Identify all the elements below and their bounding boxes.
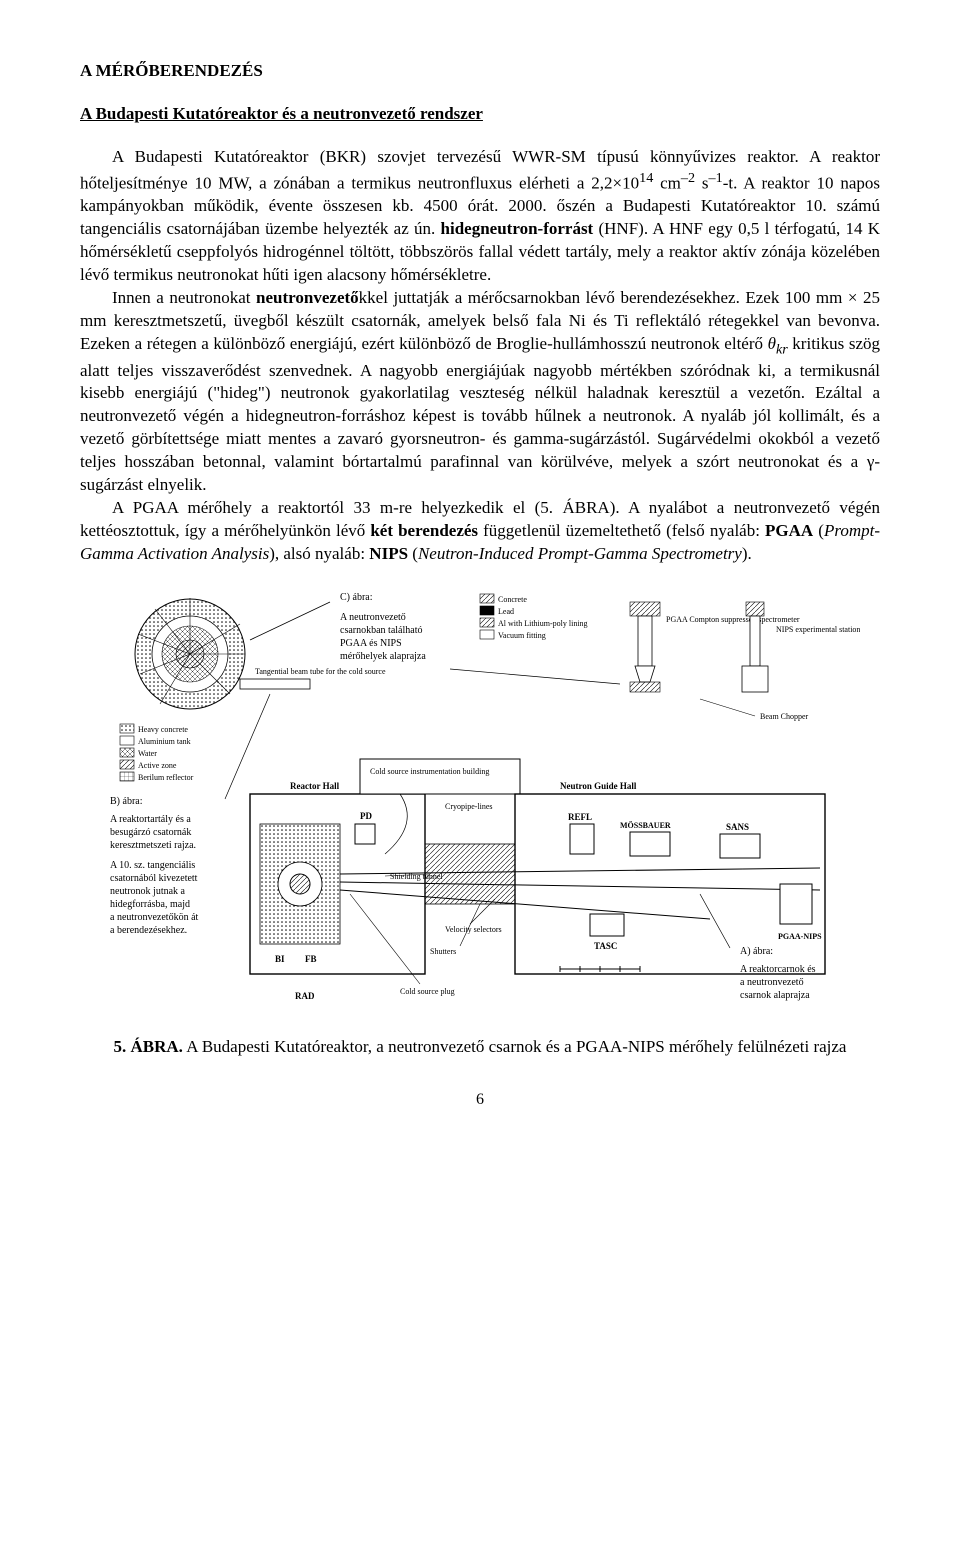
panel-c-line3: PGAA és NIPS xyxy=(340,638,402,649)
label-neutron-hall: Neutron Guide Hall xyxy=(560,781,637,791)
p3-smallcaps1: ÁBRA xyxy=(562,498,609,517)
legend-c: Concrete Lead Al with Lithium-poly lining V… xyxy=(480,594,588,640)
p3-italic2: Neutron-Induced Prompt-Gamma Spectrometr… xyxy=(418,544,742,563)
p1-sup2: –2 xyxy=(681,170,695,186)
page-number: 6 xyxy=(80,1089,880,1111)
p1-bold1: hidegneutron-forrást xyxy=(441,219,594,238)
label-beam-chopper: Beam Chopper xyxy=(760,712,809,721)
panel-a-l2: a neutronvezető xyxy=(740,977,804,988)
panel-b-l1: A reaktortartály és a xyxy=(110,814,191,825)
label-PD: PD xyxy=(360,811,372,821)
label-MOSS: MÖSSBAUER xyxy=(620,821,671,830)
p2-text-a: Innen a neutronokat xyxy=(112,288,256,307)
p3-bold2: PGAA xyxy=(765,521,813,540)
p1-text-b: cm xyxy=(653,173,681,192)
paragraph-3: A PGAA mérőhely a reaktortól 33 m-re hel… xyxy=(80,497,880,566)
svg-text:Water: Water xyxy=(138,749,157,758)
panel-c: C) ábra: A neutronvezető csarnokban talá… xyxy=(250,592,426,662)
svg-text:Vacuum fitting: Vacuum fitting xyxy=(498,631,546,640)
label-nips: NIPS experimental station xyxy=(776,625,860,634)
p2-theta: θ xyxy=(768,334,776,353)
svg-text:Heavy concrete: Heavy concrete xyxy=(138,725,188,734)
p3-text-g: ). xyxy=(742,544,752,563)
floorplan: Reactor Hall PD BI FB RAD Cold source in… xyxy=(250,759,825,1001)
p3-text-d: ( xyxy=(813,521,824,540)
p1-text-c: s xyxy=(695,173,708,192)
panel-b-l7: hidegforrásba, majd xyxy=(110,899,190,910)
paragraph-1: A Budapesti Kutatóreaktor (BKR) szovjet … xyxy=(80,146,880,287)
figure-5-svg: Tangential beam tube for the cold source… xyxy=(100,584,860,1024)
panel-b-title: B) ábra: xyxy=(110,796,143,807)
label-RAD: RAD xyxy=(295,991,315,1001)
svg-text:Berilum reflector: Berilum reflector xyxy=(138,773,194,782)
label-tangential: Tangential beam tube for the cold source xyxy=(255,667,386,676)
panel-b-l6: neutronok jutnak a xyxy=(110,886,186,897)
p3-text-f: ( xyxy=(408,544,418,563)
panel-c-line4: mérőhelyek alaprajza xyxy=(340,651,426,662)
panel-b-l2: besugárzó csatornák xyxy=(110,827,191,838)
p2-bold1: neutronvezető xyxy=(256,288,359,307)
svg-text:Lead: Lead xyxy=(498,607,514,616)
p1-sup3: –1 xyxy=(709,170,723,186)
label-SANS: SANS xyxy=(726,822,749,832)
p3-text-a: A PGAA mérőhely a reaktortól 33 m-re hel… xyxy=(112,498,562,517)
caption-rest: A Budapesti Kutatóreaktor, a neutronveze… xyxy=(183,1037,847,1056)
label-FB: FB xyxy=(305,954,317,964)
label-TASC: TASC xyxy=(594,941,617,951)
svg-text:Concrete: Concrete xyxy=(498,595,527,604)
label-BI: BI xyxy=(275,954,285,964)
p3-text-c: függetlenül üzemeltethető (felső nyaláb: xyxy=(478,521,765,540)
p3-bold1: két berendezés xyxy=(370,521,478,540)
label-cryopipe: Cryopipe-lines xyxy=(445,802,493,811)
figure-5-caption: 5. ÁBRA. A Budapesti Kutatóreaktor, a ne… xyxy=(80,1036,880,1059)
p1-sup1: 14 xyxy=(639,170,653,186)
p3-text-e: ), alsó nyaláb: xyxy=(269,544,369,563)
panel-a-title: A) ábra: xyxy=(740,946,773,957)
label-velocity: Velocity selectors xyxy=(445,925,502,934)
label-cold-plug: Cold source plug xyxy=(400,987,455,996)
panel-c-line1: A neutronvezető xyxy=(340,612,406,623)
panel-a-l3: csarnok alaprajza xyxy=(740,990,810,1001)
label-reactor-hall: Reactor Hall xyxy=(290,781,340,791)
p2-text-c: kritikus szög alatt teljes visszaverődés… xyxy=(80,334,880,494)
svg-text:Aluminium tank: Aluminium tank xyxy=(138,737,191,746)
caption-bold: 5. ÁBRA. xyxy=(114,1037,183,1056)
panel-b-l5: csatornából kivezetett xyxy=(110,873,198,884)
label-PGAA-NIPS: PGAA-NIPS xyxy=(778,932,822,941)
panel-c-line2: csarnokban található xyxy=(340,625,422,636)
panel-a-l1: A reaktorcarnok és xyxy=(740,964,816,975)
panel-b-l8: a neutronvezetőkön át xyxy=(110,912,199,923)
p2-sub: kr xyxy=(776,341,788,357)
svg-text:Al with Lithium-poly lining: Al with Lithium-poly lining xyxy=(498,619,588,628)
section-subtitle: A Budapesti Kutatóreaktor és a neutronve… xyxy=(80,103,880,126)
svg-text:Active zone: Active zone xyxy=(138,761,177,770)
label-REFL: REFL xyxy=(568,812,592,822)
legend-left: Heavy concrete Aluminium tank Water Active … xyxy=(120,724,194,782)
panel-b-l3: keresztmetszeti rajza. xyxy=(110,840,196,851)
section-title: A MÉRŐBERENDEZÉS xyxy=(80,60,880,83)
paragraph-2: Innen a neutronokat neutronvezetőkkel ju… xyxy=(80,287,880,497)
p3-bold3: NIPS xyxy=(369,544,408,563)
panel-b-l9: a berendezésekhez. xyxy=(110,925,187,936)
label-pgaa-compton: PGAA Compton suppressed spectrometer xyxy=(666,615,800,624)
label-shutters: Shutters xyxy=(430,947,456,956)
figure-5: Tangential beam tube for the cold source… xyxy=(80,584,880,1024)
label-cold-building-1: Cold source instrumentation building xyxy=(370,767,489,776)
panel-c-title: C) ábra: xyxy=(340,592,373,603)
panel-b-l4: A 10. sz. tangenciális xyxy=(110,860,195,871)
